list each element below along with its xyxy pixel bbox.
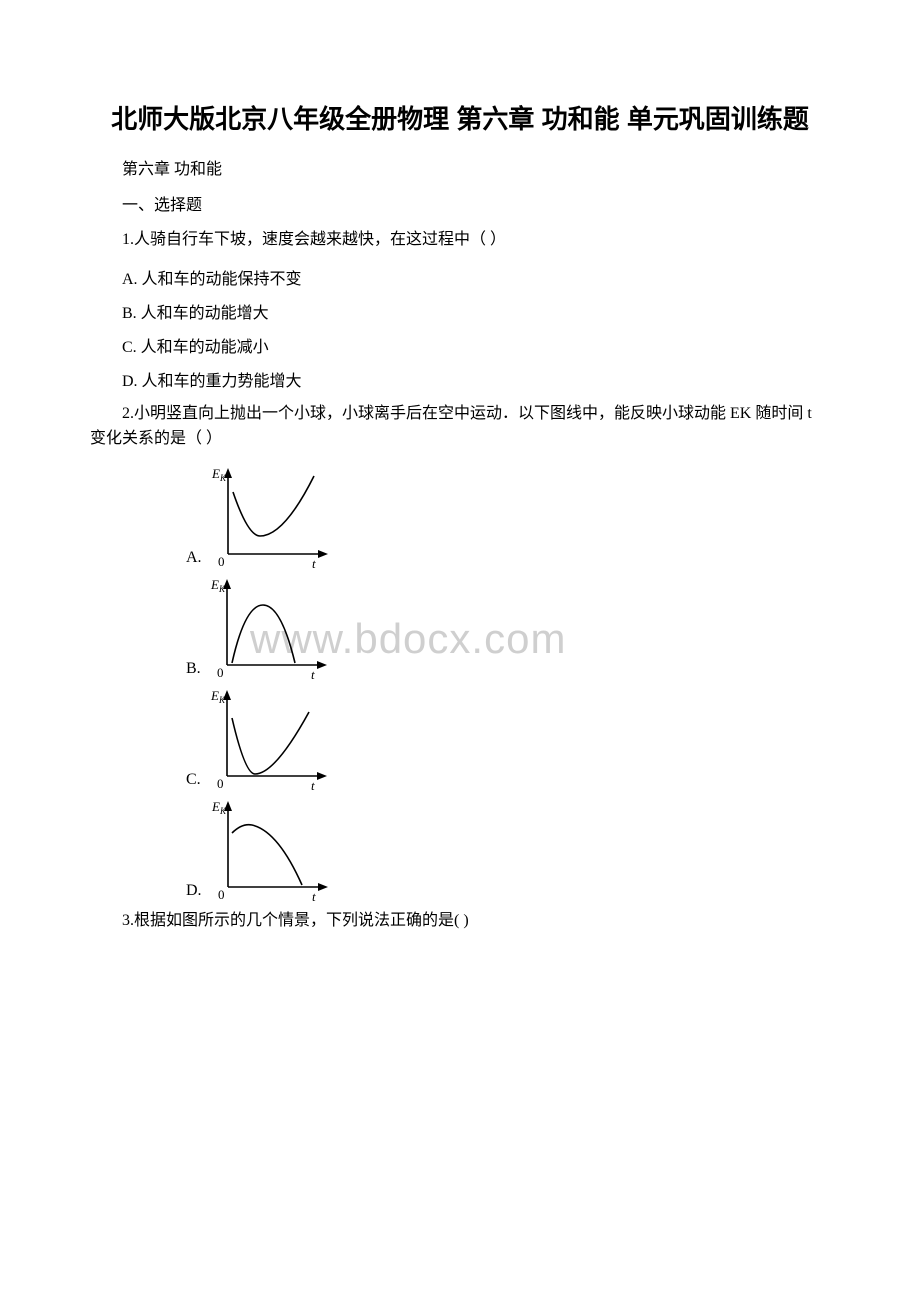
svg-text:K: K [218,695,226,705]
svg-text:0: 0 [217,665,224,680]
q2-option-b: B. E K t 0 [90,575,830,680]
q2-option-d-label: D. [186,882,202,902]
page-title: 北师大版北京八年级全册物理 第六章 功和能 单元巩固训练题 [90,100,830,139]
q1-option-a: A. 人和车的动能保持不变 [90,265,830,289]
q2-option-a: A. E K t 0 [90,464,830,569]
q1-option-c: C. 人和车的动能减小 [90,333,830,357]
q2-option-a-label: A. [186,549,202,569]
chapter-subtitle: 第六章 功和能 [90,155,830,179]
q1-option-b: B. 人和车的动能增大 [90,299,830,323]
section-heading: 一、选择题 [90,191,830,215]
q3-stem: 3.根据如图所示的几个情景，下列说法正确的是( ) [90,908,830,934]
svg-text:K: K [219,806,227,816]
q1-option-d: D. 人和车的重力势能增大 [90,367,830,391]
svg-text:0: 0 [218,887,225,902]
q2-graph-d: E K t 0 [206,797,336,902]
q2-graph-a: E K t 0 [206,464,336,569]
q2-stem: 2.小明竖直向上抛出一个小球，小球离手后在空中运动．以下图线中，能反映小球动能 … [90,401,830,452]
q1-stem: 1.人骑自行车下坡，速度会越来越快，在这过程中（ ） [90,227,830,253]
q2-graph-b: E K t 0 [205,575,335,680]
svg-text:0: 0 [218,554,225,569]
svg-text:K: K [219,473,227,483]
svg-text:t: t [311,667,315,680]
q2-option-b-label: B. [186,660,201,680]
svg-text:E: E [211,466,220,481]
svg-text:K: K [218,584,226,594]
q2-graph-c: E K t 0 [205,686,335,791]
q2-option-c: C. E K t 0 [90,686,830,791]
svg-text:t: t [312,889,316,902]
svg-text:E: E [210,577,219,592]
svg-text:t: t [311,778,315,791]
svg-text:E: E [210,688,219,703]
q2-option-d: D. E K t 0 [90,797,830,902]
svg-text:E: E [211,799,220,814]
svg-text:0: 0 [217,776,224,791]
svg-text:t: t [312,556,316,569]
q2-option-c-label: C. [186,771,201,791]
document-content: 北师大版北京八年级全册物理 第六章 功和能 单元巩固训练题 第六章 功和能 一、… [90,100,830,933]
